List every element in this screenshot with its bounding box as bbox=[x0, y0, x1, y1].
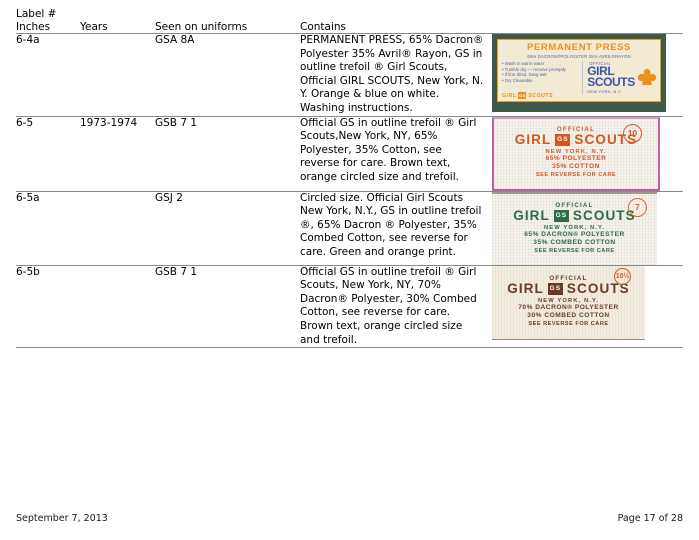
label2-content-line1: 65% POLYESTER bbox=[545, 154, 607, 162]
cell-label: 6-5 bbox=[16, 116, 34, 129]
cell-label: 6-4a bbox=[16, 34, 40, 46]
cell-label-image: 7 OFFICIAL GIRL GS SCOUTS NEW YORK, N.Y.… bbox=[492, 191, 683, 265]
label3-official-text: OFFICIAL bbox=[555, 201, 594, 209]
label2-word-right: SCOUTS bbox=[574, 131, 638, 147]
label2-content-line2: 35% COTTON bbox=[552, 162, 600, 170]
cell-label: 6-5b bbox=[16, 265, 40, 278]
column-header-contains: Contains bbox=[300, 8, 683, 33]
cell-label-image: 10½ OFFICIAL GIRL GS SCOUTS NEW YORK, N.… bbox=[492, 265, 683, 347]
row-divider bbox=[16, 190, 684, 192]
cell-contains: PERMANENT PRESS, 65% Dacron® Polyester 3… bbox=[300, 34, 484, 114]
cell-years bbox=[80, 34, 155, 116]
cell-years: 1973-1974 bbox=[80, 116, 138, 129]
label2-official-text: OFFICIAL bbox=[556, 125, 596, 133]
label3-word-left: GIRL bbox=[513, 207, 550, 223]
label4-size-badge: 10½ bbox=[614, 267, 631, 285]
column-header-label-line1: Label # bbox=[16, 8, 57, 20]
label4-brand-row: GIRL GS SCOUTS bbox=[492, 280, 645, 296]
label4-word-right: SCOUTS bbox=[566, 280, 630, 296]
label1-care-line: • If line dried, hang wet bbox=[502, 72, 547, 78]
row-divider bbox=[16, 115, 684, 117]
label1-care-line: • Wash in warm water bbox=[502, 61, 545, 66]
girl-scouts-woven-label-image: 10 OFFICIAL GIRL GS SCOUTS NEW YORK, N.Y… bbox=[492, 116, 660, 191]
page-footer: September 7, 2013 Page 17 of 28 bbox=[16, 513, 683, 524]
footer-page-number: Page 17 of 28 bbox=[617, 513, 683, 524]
table-header-row: Label # Inches Years Seen on uniforms Co… bbox=[16, 8, 683, 33]
gs-badge-icon: GS bbox=[547, 282, 563, 295]
cell-seen-on-uniforms: GSB 7 1 bbox=[155, 265, 198, 278]
label3-brand-row: GIRL GS SCOUTS bbox=[492, 207, 657, 223]
gs-badge-icon: GS bbox=[553, 209, 569, 222]
column-header-label-line2: Inches bbox=[16, 20, 51, 33]
label1-care-line: • Tumble dry — remove promptly bbox=[502, 66, 567, 72]
label3-content-line2: 35% COMBED COTTON bbox=[533, 238, 616, 246]
gs-badge-icon: GS bbox=[518, 92, 527, 99]
label3-word-right: SCOUTS bbox=[572, 207, 636, 223]
trefoil-icon bbox=[636, 67, 658, 93]
table-row: 6-5 1973-1974 GSB 7 1 Official GS in out… bbox=[16, 116, 683, 191]
permanent-press-label-image: PERMANENT PRESS 65% DACRON®POLYESTER 35%… bbox=[492, 34, 666, 112]
label1-city: NEW YORK, N.Y. bbox=[587, 89, 622, 94]
label4-care-text: SEE REVERSE FOR CARE bbox=[528, 320, 609, 327]
cell-label-image: 10 OFFICIAL GIRL GS SCOUTS NEW YORK, N.Y… bbox=[492, 116, 683, 191]
label3-city: NEW YORK, N.Y. bbox=[543, 224, 606, 231]
label2-brand-row: GIRL GS SCOUTS bbox=[494, 131, 658, 147]
row-divider bbox=[16, 264, 684, 266]
cell-contains: Circled size. Official Girl Scouts New Y… bbox=[300, 191, 482, 258]
label2-care-text: SEE REVERSE FOR CARE bbox=[535, 171, 617, 178]
table-row: 6-5a GSJ 2 Circled size. Official Girl S… bbox=[16, 191, 683, 265]
table-bottom-divider bbox=[16, 347, 684, 348]
column-header-label: Label # Inches bbox=[16, 8, 80, 33]
table-row: 6-4a GSA 8A PERMANENT PRESS, 65% Dacron®… bbox=[16, 34, 683, 116]
label1-care-instructions: • Wash in warm water • Tumble dry — remo… bbox=[498, 61, 582, 94]
column-header-contains-label: Contains bbox=[300, 20, 347, 33]
column-header-years: Years bbox=[80, 8, 155, 33]
label1-footer-left: GIRL bbox=[502, 92, 517, 99]
label1-title: PERMANENT PRESS bbox=[526, 42, 631, 53]
label1-care-line: • Dry Cleanable bbox=[502, 77, 533, 83]
label4-content-line2: 30% COMBED COTTON bbox=[527, 311, 610, 319]
label4-word-left: GIRL bbox=[507, 280, 544, 296]
cell-seen-on-uniforms: GSB 7 1 bbox=[155, 116, 198, 129]
label2-word-left: GIRL bbox=[514, 131, 552, 147]
girl-scouts-woven-label-image: 7 OFFICIAL GIRL GS SCOUTS NEW YORK, N.Y.… bbox=[492, 191, 657, 265]
label3-size-badge: 7 bbox=[628, 197, 647, 217]
label1-official-text: OFFICIAL bbox=[589, 61, 612, 66]
table-row: 6-5b GSB 7 1 Official GS in outline tref… bbox=[16, 265, 683, 347]
cell-years bbox=[80, 265, 155, 347]
label4-city: NEW YORK, N.Y. bbox=[537, 297, 600, 304]
cell-contains: Official GS in outline trefoil ® Girl Sc… bbox=[300, 116, 477, 183]
cell-label-image: PERMANENT PRESS 65% DACRON®POLYESTER 35%… bbox=[492, 34, 683, 116]
label1-footer-brand: GIRL GS SCOUTS bbox=[502, 92, 553, 99]
label2-size-badge: 10 bbox=[623, 123, 642, 143]
label1-brand-line1: GIRL bbox=[587, 64, 615, 78]
column-header-seen-label: Seen on uniforms bbox=[155, 20, 248, 33]
label3-care-text: SEE REVERSE FOR CARE bbox=[534, 247, 615, 254]
label1-brand-line2: SCOUTS bbox=[587, 75, 635, 89]
cell-contains: Official GS in outline trefoil ® Girl Sc… bbox=[300, 265, 477, 346]
label4-content-line1: 70% DACRON® POLYESTER bbox=[518, 303, 619, 311]
column-header-years-label: Years bbox=[80, 20, 108, 33]
cell-years bbox=[80, 191, 155, 265]
label1-footer-right: SCOUTS bbox=[528, 92, 554, 99]
gs-badge-icon: GS bbox=[555, 133, 571, 146]
label3-content-line1: 65% DACRON® POLYESTER bbox=[524, 230, 625, 238]
label2-city: NEW YORK, N.Y. bbox=[545, 148, 607, 155]
label1-subtitle: 65% DACRON®POLYESTER 35% AVRIL®RAYON bbox=[527, 54, 631, 59]
labels-table: Label # Inches Years Seen on uniforms Co… bbox=[16, 8, 684, 348]
cell-seen-on-uniforms: GSA 8A bbox=[155, 34, 195, 46]
cell-seen-on-uniforms: GSJ 2 bbox=[155, 191, 183, 204]
footer-date: September 7, 2013 bbox=[16, 513, 108, 524]
label4-official-text: OFFICIAL bbox=[549, 274, 588, 282]
column-header-seen-on-uniforms: Seen on uniforms bbox=[155, 8, 300, 33]
header-divider bbox=[16, 33, 684, 34]
cell-label: 6-5a bbox=[16, 191, 40, 204]
girl-scouts-woven-label-image: 10½ OFFICIAL GIRL GS SCOUTS NEW YORK, N.… bbox=[492, 266, 645, 340]
